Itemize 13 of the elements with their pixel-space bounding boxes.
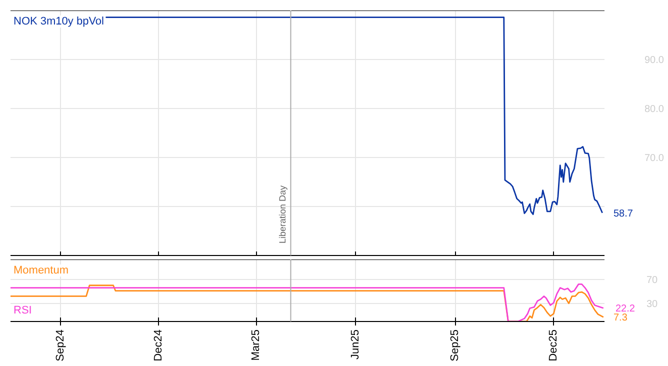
series-label: RSI xyxy=(14,304,32,316)
series-label: NOK 3m10y bpVol xyxy=(14,16,104,28)
data-label: 22.2 xyxy=(616,304,636,315)
x-tick-label: Mar25 xyxy=(250,329,262,361)
x-tick-label: Dec25 xyxy=(548,330,560,362)
ref-line-label: Liberation Day xyxy=(278,184,288,244)
data-label: 7.3 xyxy=(614,312,628,324)
x-tick-label: Jun25 xyxy=(350,329,362,360)
x-tick-label: Dec24 xyxy=(152,330,165,362)
series-label: Momentum xyxy=(14,264,69,276)
x-tick-label: Sep24 xyxy=(54,329,66,362)
x-tick-label: Sep25 xyxy=(449,329,462,362)
data-label: 58.7 xyxy=(614,208,634,220)
